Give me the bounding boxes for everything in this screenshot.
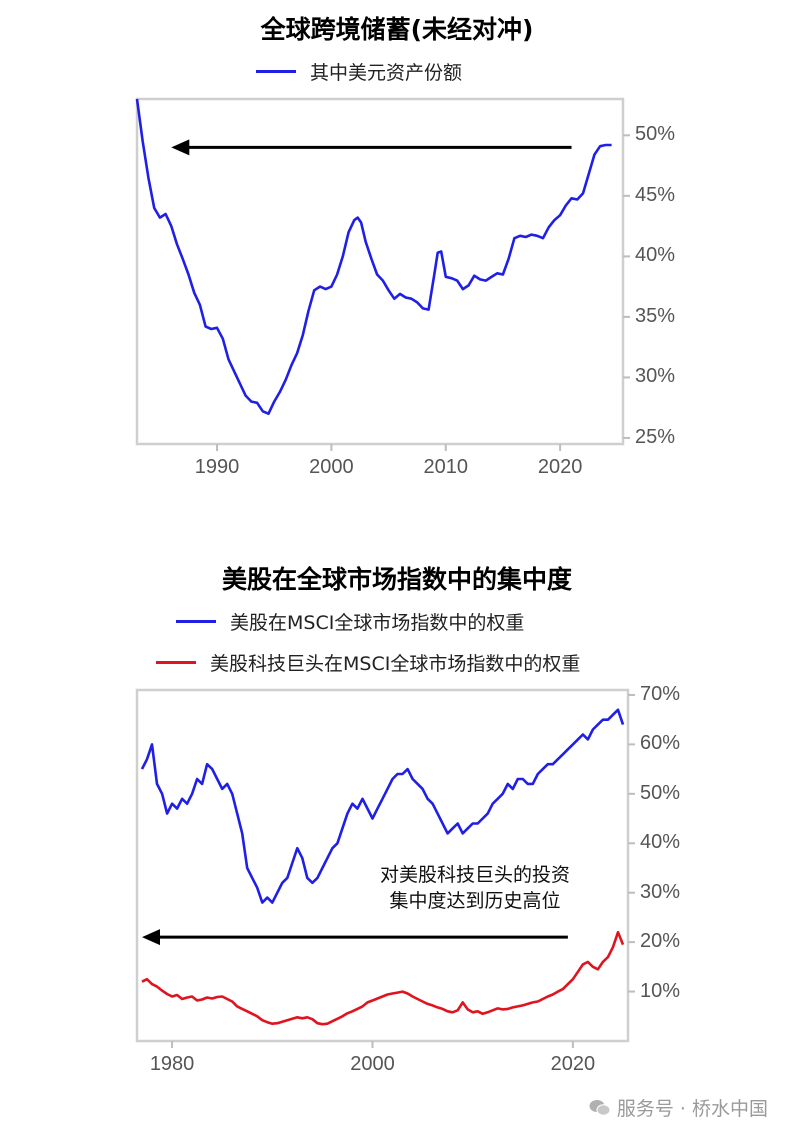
chart1-arrowhead: [171, 139, 190, 156]
chart2-ytick-label: 10%: [640, 979, 681, 1002]
chart2-legend-label-us: 美股在MSCI全球市场指数中的权重: [230, 612, 525, 634]
watermark: 服务号 · 桥水中国: [589, 1094, 768, 1121]
chart1-legend-label: 其中美元资产份额: [310, 62, 463, 84]
chart2-legend-swatch-us: [176, 620, 216, 623]
chart2-frame: [135, 688, 630, 1043]
chart1-ytick-label: 40%: [635, 244, 676, 267]
chart2-ytick-label: 40%: [640, 831, 681, 854]
chart1-series-line-1: [135, 98, 612, 416]
chart2-ytick-label: 20%: [640, 930, 681, 953]
chart2-legend-label-tech: 美股科技巨头在MSCI全球市场指数中的权重: [210, 653, 581, 675]
chart2-legend-swatch-tech: [156, 661, 196, 664]
chart1-ytick-label: 50%: [635, 123, 676, 146]
chart2-xtick-label: 1980: [149, 1053, 195, 1075]
chart1-legend: 其中美元资产份额: [256, 58, 462, 85]
chart2-annotation: 对美股科技巨头的投资 集中度达到历史高位: [355, 862, 595, 914]
chart2-arrowhead: [142, 929, 161, 946]
chart2-ytick-label: 50%: [640, 781, 681, 804]
chart2-title: 美股在全球市场指数中的集中度: [221, 565, 572, 594]
chart2-legend-tech: 美股科技巨头在MSCI全球市场指数中的权重: [156, 649, 580, 676]
chart2-legend-us: 美股在MSCI全球市场指数中的权重: [176, 608, 524, 635]
chart1-ytick-label: 30%: [635, 365, 676, 388]
chart1-ytick-label: 45%: [635, 183, 676, 206]
chart1-xtick-label: 1990: [194, 456, 240, 478]
chart1-ytick-label: 35%: [635, 304, 676, 327]
chart1-frame: [135, 97, 625, 446]
chart2-xtick-label: 2020: [550, 1053, 596, 1075]
wechat-icon: [589, 1099, 611, 1116]
chart2-xtick-label: 2000: [350, 1053, 395, 1075]
chart1-legend-swatch: [256, 70, 296, 73]
chart2-annotation-line2: 集中度达到历史高位: [389, 890, 561, 912]
chart2-ytick-label: 30%: [640, 880, 681, 903]
chart1-title: 全球跨境储蓄(未经对冲): [260, 15, 534, 44]
chart1-ytick-label: 25%: [635, 425, 676, 448]
chart1-xtick-label: 2020: [537, 456, 583, 478]
chart2-ytick-label: 70%: [640, 682, 681, 705]
chart1-plot: [135, 97, 630, 451]
chart2-series-line-1: [140, 708, 625, 904]
chart1-xtick-label: 2000: [309, 456, 354, 478]
chart2-plot: [135, 688, 635, 1048]
watermark-text: 服务号 · 桥水中国: [616, 1098, 768, 1120]
chart1-xtick-label: 2010: [423, 456, 469, 478]
chart2-series-line-2: [141, 930, 625, 1026]
chart2-annotation-line1: 对美股科技巨头的投资: [379, 864, 570, 886]
chart2-ytick-label: 60%: [640, 732, 681, 755]
